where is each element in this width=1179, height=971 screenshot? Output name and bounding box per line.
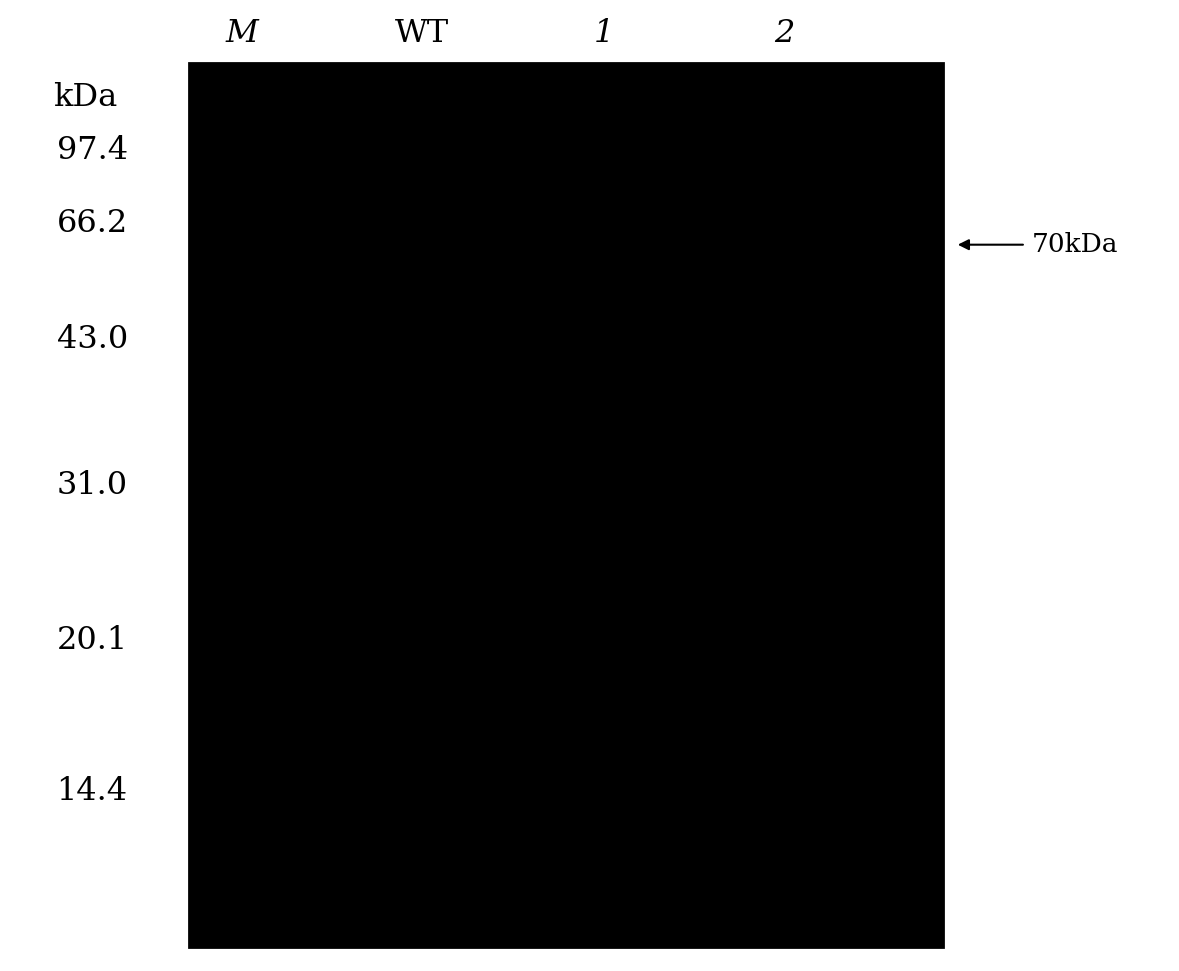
Text: WT: WT: [395, 18, 449, 50]
Text: 43.0: 43.0: [57, 324, 127, 355]
Text: 1: 1: [593, 18, 614, 50]
Bar: [189, 63, 943, 947]
Text: 66.2: 66.2: [57, 208, 127, 239]
Text: 97.4: 97.4: [57, 135, 127, 166]
Text: 70kDa: 70kDa: [1032, 232, 1118, 257]
Text: 31.0: 31.0: [57, 470, 127, 501]
Text: M: M: [225, 18, 258, 50]
Text: kDa: kDa: [53, 82, 117, 113]
Text: 2: 2: [773, 18, 795, 50]
Text: 14.4: 14.4: [57, 776, 127, 807]
Text: 20.1: 20.1: [57, 625, 127, 656]
